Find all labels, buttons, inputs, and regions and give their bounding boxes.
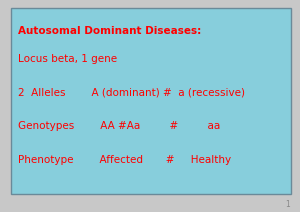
Text: Locus beta, 1 gene: Locus beta, 1 gene (18, 54, 117, 64)
Text: Genotypes        AA #Aa         #         aa: Genotypes AA #Aa # aa (18, 121, 220, 131)
Text: 1: 1 (285, 200, 290, 209)
Text: Phenotype        Affected       #     Healthy: Phenotype Affected # Healthy (18, 155, 231, 165)
FancyBboxPatch shape (11, 8, 291, 194)
Text: Autosomal Dominant Diseases:: Autosomal Dominant Diseases: (18, 26, 201, 36)
Text: 2  Alleles        A (dominant) #  a (recessive): 2 Alleles A (dominant) # a (recessive) (18, 87, 245, 97)
